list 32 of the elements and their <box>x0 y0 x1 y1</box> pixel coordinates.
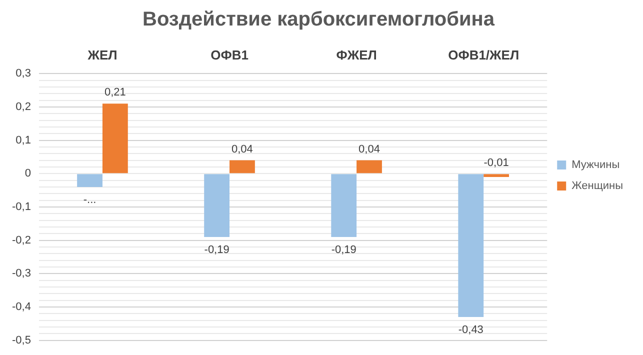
y-tick-label: -0,1 <box>12 201 31 214</box>
bar <box>77 174 102 187</box>
chart-title: Воздействие карбоксигемоглобина <box>142 8 496 31</box>
bar <box>458 174 484 318</box>
y-tick-label: 0,2 <box>16 100 31 113</box>
data-label: -0,19 <box>331 244 356 256</box>
legend-label: Женщины <box>572 180 624 192</box>
y-tick-label: 0,1 <box>16 134 31 146</box>
data-label: -0,43 <box>458 324 484 336</box>
legend-label: Мужчины <box>572 159 620 172</box>
data-label: -0,01 <box>484 157 509 170</box>
data-label: 0,04 <box>232 143 253 156</box>
x-tick-label: ЖЕЛ <box>86 47 118 62</box>
data-label: -... <box>83 194 96 206</box>
y-tick-label: 0,3 <box>16 68 31 80</box>
data-label: 0,21 <box>104 86 126 99</box>
bar <box>356 160 382 174</box>
y-tick-label: 0 <box>24 168 31 180</box>
bar <box>230 160 255 174</box>
y-tick-label: -0,5 <box>12 334 31 346</box>
bar <box>331 174 357 238</box>
x-tick-label: ОФВ1 <box>210 47 248 62</box>
bar <box>484 174 509 177</box>
bar <box>102 104 128 174</box>
x-tick-label: ОФВ1/ЖЕЛ <box>448 47 520 62</box>
data-label: -0,19 <box>204 244 230 256</box>
y-tick-label: -0,2 <box>12 234 31 246</box>
y-tick-label: -0,4 <box>12 301 31 314</box>
y-tick-label: -0,3 <box>12 268 31 280</box>
data-label: 0,04 <box>358 143 380 156</box>
bar <box>204 174 230 238</box>
x-tick-label: ФЖЕЛ <box>336 47 377 62</box>
